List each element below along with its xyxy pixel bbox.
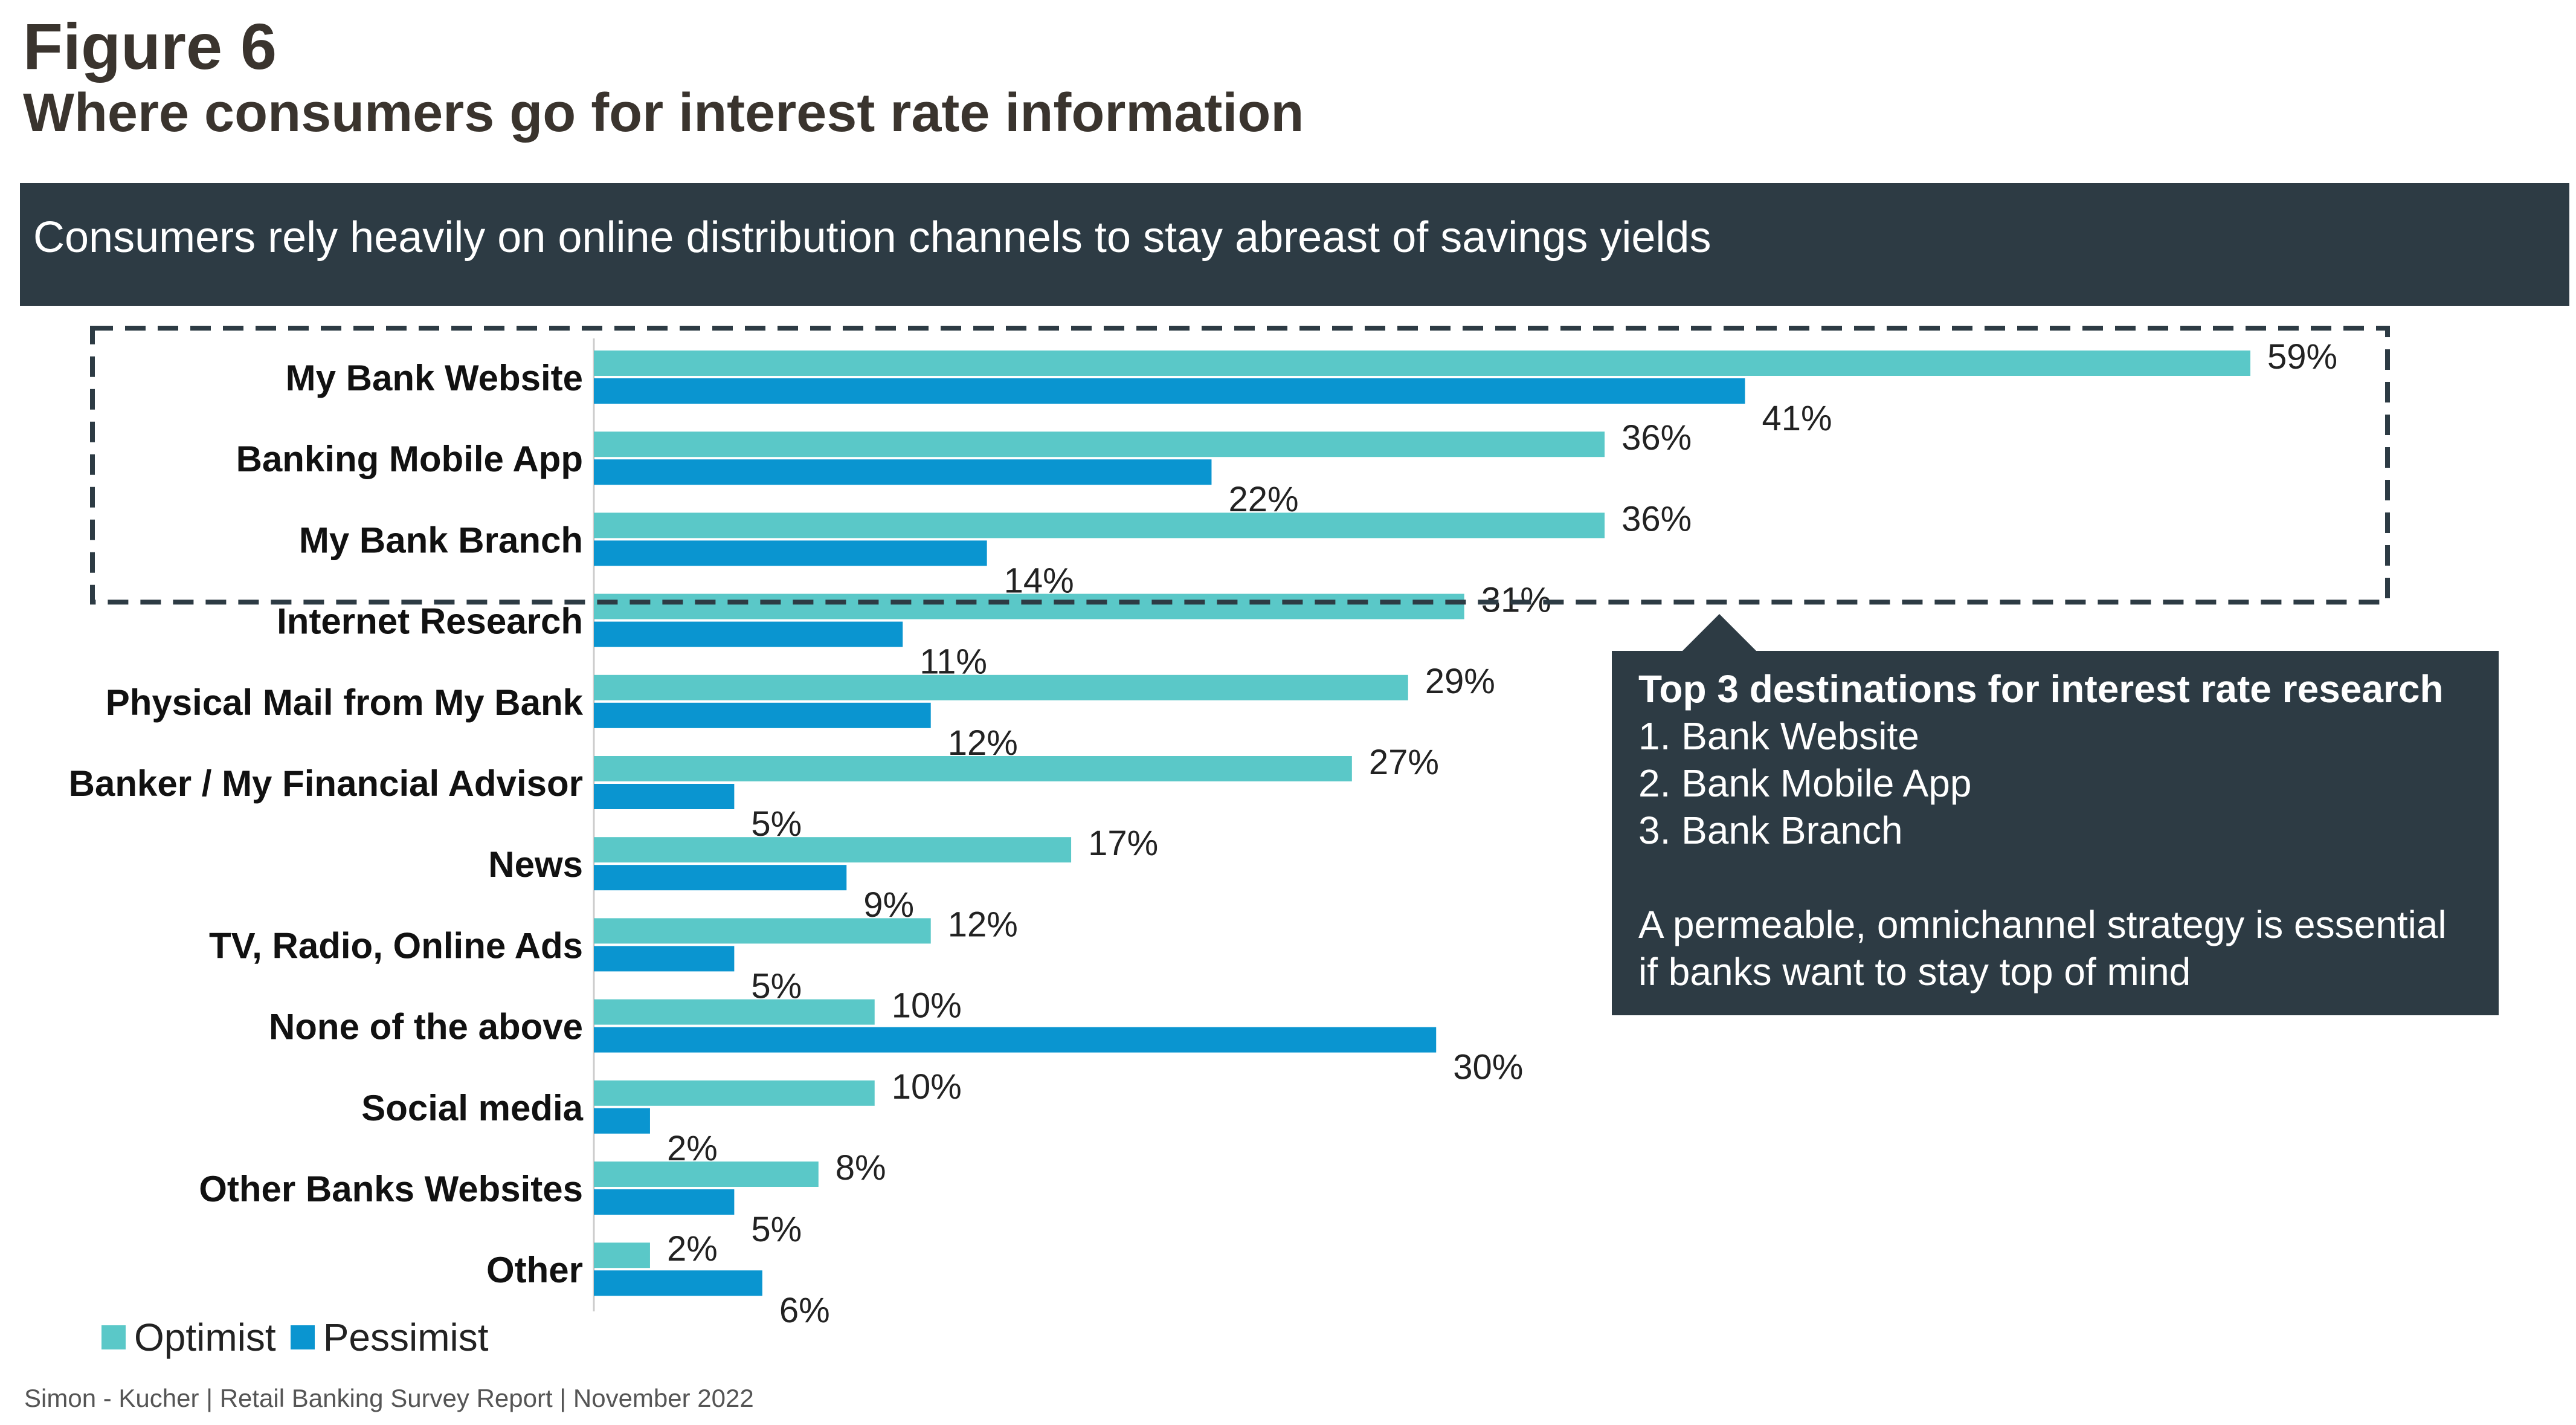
- bar-pessimist: [594, 1189, 735, 1215]
- bar-pessimist: [594, 459, 1212, 485]
- legend-label-pessimist: Pessimist: [323, 1316, 489, 1359]
- data-label-pessimist: 6%: [779, 1291, 830, 1330]
- highlight-box: [90, 326, 2390, 605]
- callout-box: Top 3 destinations for interest rate res…: [1612, 651, 2499, 1015]
- bar-optimist: [594, 999, 875, 1025]
- data-label-optimist: 10%: [892, 1067, 962, 1107]
- legend-item-pessimist: Pessimist: [290, 1315, 489, 1360]
- category-label: Social media: [361, 1088, 583, 1128]
- bar-pessimist: [594, 621, 903, 647]
- legend-swatch-optimist: [101, 1325, 126, 1349]
- data-label-optimist: 36%: [1621, 499, 1692, 538]
- category-label: TV, Radio, Online Ads: [209, 925, 583, 966]
- callout-item: 2. Bank Mobile App: [1638, 761, 1972, 805]
- callout-note-line: A permeable, omnichannel strategy is ess…: [1638, 903, 2447, 946]
- data-label-optimist: 36%: [1621, 418, 1692, 457]
- callout-title: Top 3 destinations for interest rate res…: [1638, 667, 2444, 711]
- bar-pessimist: [594, 702, 931, 728]
- bar-pessimist: [594, 946, 735, 972]
- legend-item-optimist: Optimist: [101, 1315, 276, 1360]
- legend-swatch-pessimist: [290, 1325, 315, 1349]
- banner-text: Consumers rely heavily on online distrib…: [33, 213, 1711, 262]
- data-label-pessimist: 14%: [1004, 561, 1074, 600]
- bar-optimist: [594, 1162, 819, 1187]
- data-label-optimist: 29%: [1425, 662, 1495, 701]
- bar-pessimist: [594, 1108, 650, 1134]
- bar-pessimist: [594, 1270, 762, 1296]
- category-label: My Bank Website: [286, 358, 583, 398]
- data-label-pessimist: 41%: [1762, 399, 1832, 438]
- category-label: News: [488, 844, 583, 885]
- bar-optimist: [594, 837, 1072, 863]
- data-label-pessimist: 22%: [1228, 480, 1298, 519]
- data-label-optimist: 59%: [2267, 337, 2337, 376]
- data-label-pessimist: 5%: [751, 966, 802, 1006]
- bar-optimist: [594, 918, 931, 944]
- callout-note-line: if banks want to stay top of mind: [1638, 950, 2191, 994]
- data-label-optimist: 12%: [948, 905, 1018, 944]
- bar-pessimist: [594, 1027, 1437, 1053]
- bar-pessimist: [594, 865, 847, 891]
- bar-optimist: [594, 1080, 875, 1106]
- category-label: Other: [486, 1250, 583, 1290]
- headline-banner: Consumers rely heavily on online distrib…: [20, 183, 2569, 306]
- bar-optimist: [594, 1242, 650, 1268]
- category-label: Banking Mobile App: [236, 439, 583, 479]
- category-label: Physical Mail from My Bank: [106, 682, 584, 723]
- bar-optimist: [594, 431, 1605, 457]
- data-label-optimist: 2%: [667, 1229, 718, 1268]
- bar-optimist: [594, 674, 1408, 700]
- category-label: Internet Research: [277, 601, 583, 642]
- category-label: None of the above: [269, 1007, 583, 1047]
- bar-pessimist: [594, 784, 735, 809]
- figure-label: Figure 6: [23, 10, 277, 83]
- data-label-optimist: 17%: [1088, 824, 1158, 863]
- legend-label-optimist: Optimist: [134, 1316, 276, 1359]
- data-label-pessimist: 5%: [751, 804, 802, 844]
- data-label-pessimist: 12%: [948, 723, 1018, 763]
- data-label-optimist: 27%: [1369, 743, 1439, 782]
- bar-pessimist: [594, 378, 1745, 404]
- category-label: Banker / My Financial Advisor: [69, 763, 583, 804]
- category-label: My Bank Branch: [299, 520, 583, 560]
- chart-title: Where consumers go for interest rate inf…: [23, 83, 1304, 143]
- footer-source: Simon - Kucher | Retail Banking Survey R…: [24, 1384, 754, 1412]
- data-label-optimist: 10%: [892, 986, 962, 1026]
- data-label-pessimist: 30%: [1453, 1048, 1523, 1087]
- bar-optimist: [594, 351, 2250, 376]
- data-label-optimist: 8%: [836, 1148, 886, 1188]
- data-label-pessimist: 2%: [667, 1129, 718, 1168]
- callout-pointer: [1682, 614, 1757, 651]
- bar-optimist: [594, 756, 1352, 781]
- callout-item: 3. Bank Branch: [1638, 809, 1903, 852]
- callout-item: 1. Bank Website: [1638, 714, 1919, 758]
- category-label: Other Banks Websites: [199, 1169, 583, 1209]
- legend: Optimist Pessimist: [101, 1315, 503, 1360]
- data-label-pessimist: 5%: [751, 1210, 802, 1249]
- bar-optimist: [594, 593, 1464, 619]
- data-label-pessimist: 11%: [919, 642, 987, 682]
- bar-pessimist: [594, 540, 987, 566]
- data-label-pessimist: 9%: [863, 885, 914, 925]
- bar-optimist: [594, 512, 1605, 538]
